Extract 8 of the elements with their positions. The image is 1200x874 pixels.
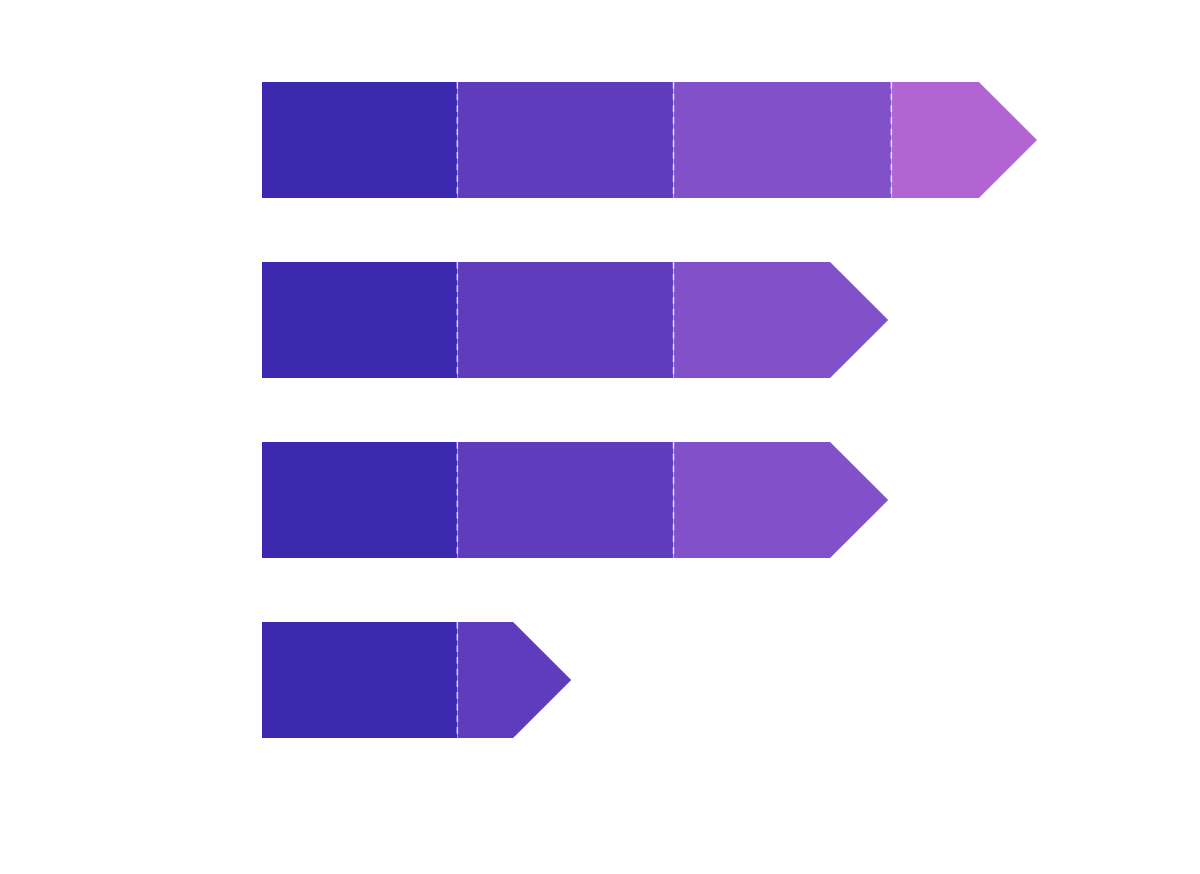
bar xyxy=(262,82,458,198)
bar xyxy=(457,262,674,378)
bar xyxy=(262,622,458,738)
bar xyxy=(457,82,674,198)
bar xyxy=(262,262,458,378)
bar xyxy=(673,82,892,198)
bar xyxy=(262,442,458,558)
bar xyxy=(457,442,674,558)
